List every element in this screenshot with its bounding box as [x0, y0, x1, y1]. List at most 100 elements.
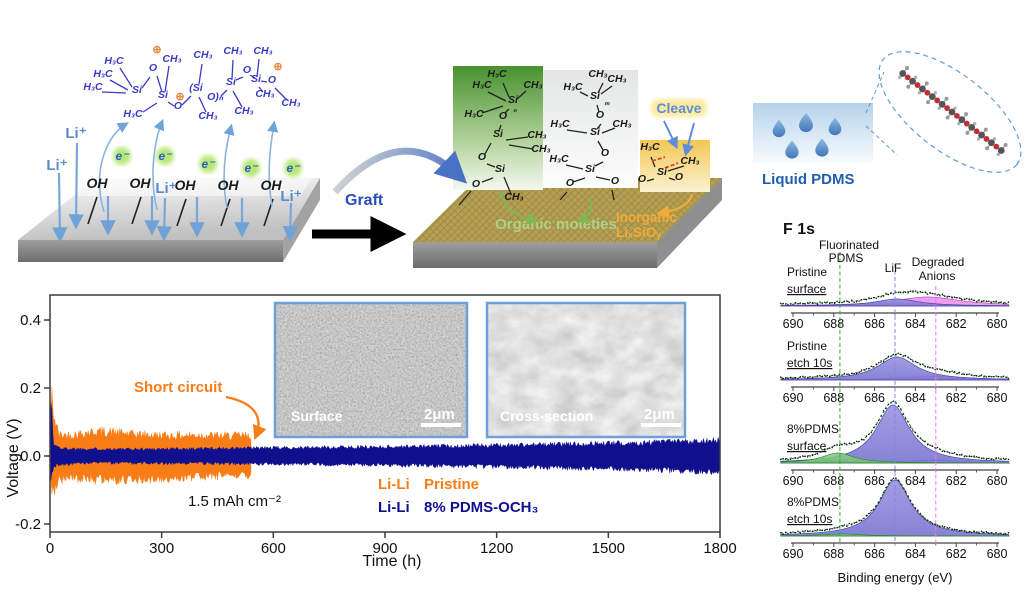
- methyl-ball: [905, 66, 910, 71]
- reactant-bond: [101, 91, 127, 94]
- xps-tick-label: 684: [905, 317, 926, 331]
- xps-raw-data-dot: [890, 479, 892, 482]
- xps-raw-data-dot: [980, 530, 983, 533]
- xps-raw-data-dot: [909, 358, 912, 360]
- xps-raw-data-dot: [899, 483, 902, 485]
- xps-raw-data-dot: [846, 443, 848, 446]
- xps-raw-data-dot: [902, 487, 904, 489]
- reactant-bond: [119, 67, 133, 88]
- xps-raw-data-dot: [858, 440, 860, 443]
- xps-raw-data-dot: [809, 301, 811, 304]
- xps-panel-label-line2: surface: [787, 439, 827, 453]
- graft-label: Graft: [345, 192, 384, 209]
- xps-raw-data-dot: [799, 302, 802, 304]
- xps-raw-data-dot: [802, 455, 804, 457]
- electron-label: e⁻: [201, 157, 216, 171]
- xps-raw-data-dot: [929, 366, 931, 369]
- legend-cell-pristine: Li-Li: [378, 476, 410, 493]
- xps-raw-data-dot: [988, 532, 990, 534]
- xps-raw-data-dot: [921, 363, 924, 365]
- xps-raw-data-dot: [919, 363, 922, 366]
- xps-raw-data-dot: [833, 527, 836, 529]
- xps-raw-data-dot: [939, 368, 941, 370]
- xps-raw-data-dot: [909, 426, 912, 428]
- xps-raw-data-dot: [843, 372, 846, 375]
- xps-raw-data-dot: [951, 296, 953, 299]
- xps-tick-label: 686: [864, 474, 885, 488]
- xps-raw-data-dot: [870, 509, 873, 512]
- li-plating-arrow: [68, 142, 84, 230]
- xps-raw-data-dot: [868, 297, 870, 299]
- oxygen-ball: [993, 143, 1000, 150]
- hydroxyl-label: OH: [87, 175, 109, 191]
- organic-arrow-2: [576, 197, 593, 223]
- xps-raw-data-dot: [811, 377, 814, 379]
- legend-label-pristine: Pristine: [424, 476, 479, 493]
- silicon-ball: [958, 116, 966, 124]
- xps-raw-data-dot: [990, 301, 993, 304]
- xps-raw-data-dot: [963, 455, 966, 458]
- product-atom-label: H₃C: [563, 81, 583, 93]
- xps-raw-data-dot: [792, 303, 794, 306]
- cleave-label: Cleave: [656, 100, 701, 116]
- xps-raw-data-dot: [1005, 303, 1007, 305]
- xps-raw-data-dot: [963, 530, 966, 532]
- xps-raw-data-dot: [958, 529, 961, 532]
- product-atom-label: CH₃: [607, 73, 626, 85]
- methyl-ball: [924, 81, 929, 86]
- xps-raw-data-dot: [806, 377, 809, 379]
- xps-raw-data-dot: [985, 530, 988, 533]
- cleaved-bond: [651, 156, 666, 162]
- xps-tick-label: 686: [864, 391, 885, 405]
- xps-raw-data-dot: [794, 457, 797, 459]
- xps-raw-data-dot: [966, 531, 968, 533]
- xps-raw-data-dot: [951, 452, 953, 455]
- xps-raw-data-dot: [816, 303, 819, 306]
- xps-raw-data-dot: [988, 457, 990, 460]
- xps-raw-data-dot: [851, 299, 853, 301]
- xps-raw-data-dot: [956, 372, 958, 375]
- silicon-ball: [909, 77, 916, 85]
- x-tick-label: 1500: [592, 540, 625, 557]
- xps-raw-data-dot: [980, 374, 983, 376]
- reactant-bond: [256, 58, 260, 78]
- xps-raw-data-dot: [824, 301, 826, 304]
- xps-raw-data-dot: [997, 457, 1000, 459]
- pdms-zoom-ellipse: [878, 51, 1022, 173]
- pdms-callout-line-2: [865, 125, 898, 156]
- xps-panel-label-line1: Pristine: [787, 265, 827, 279]
- xps-raw-data-dot: [934, 368, 936, 371]
- xps-raw-data-dot: [851, 523, 853, 526]
- xps-raw-data-dot: [877, 362, 880, 364]
- xps-raw-data-dot: [787, 377, 789, 379]
- silicon-ball: [938, 100, 946, 108]
- xps-raw-data-dot: [851, 372, 853, 375]
- sem-surface-border: [273, 301, 469, 439]
- xps-envelope-fit: [780, 478, 1009, 534]
- xps-raw-data-dot: [953, 370, 956, 373]
- xps-raw-data-dot: [870, 431, 873, 434]
- hydrogen-ball: [957, 121, 961, 126]
- xps-raw-data-dot: [797, 377, 799, 380]
- xps-raw-data-dot: [914, 290, 917, 292]
- xps-raw-data-dot: [944, 369, 946, 372]
- xps-raw-data-dot: [870, 297, 873, 300]
- product-bond: [565, 164, 584, 170]
- product-atom-label: H₃C: [487, 68, 507, 80]
- cation-symbol: ⊕: [273, 61, 282, 73]
- xps-raw-data-dot: [784, 377, 787, 379]
- xps-raw-data-dot: [797, 303, 799, 305]
- xps-raw-data-dot: [1007, 458, 1010, 460]
- xps-raw-data-dot: [868, 512, 870, 515]
- x-tick-label: 1200: [480, 540, 513, 557]
- sem-surface-scale-bar: [421, 423, 461, 427]
- xps-raw-data-dot: [951, 528, 953, 531]
- xps-raw-data-dot: [819, 374, 821, 377]
- xps-raw-data-dot: [821, 302, 824, 304]
- xps-raw-data-dot: [836, 375, 838, 377]
- product-atom-label: Si: [585, 163, 596, 175]
- xps-raw-data-dot: [784, 458, 787, 460]
- xps-raw-data-dot: [853, 372, 855, 375]
- xps-raw-data-dot: [843, 442, 846, 445]
